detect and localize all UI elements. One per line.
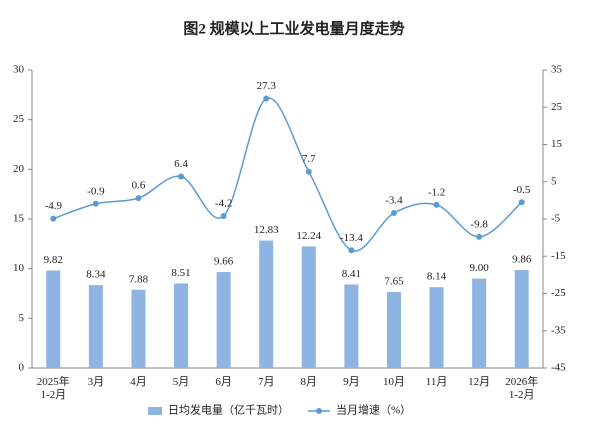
x-tick-label: 10月 <box>383 376 405 388</box>
x-tick-label: 2025年 1-2月 <box>37 374 70 401</box>
y2-tick-label: -5 <box>551 213 561 225</box>
bar-value-label: 7.88 <box>129 273 149 285</box>
legend-swatch <box>316 408 322 414</box>
legend-swatch <box>148 407 162 415</box>
x-tick-label: 2026年 1-2月 <box>505 374 538 401</box>
bar <box>46 270 61 368</box>
line <box>53 97 523 252</box>
bar <box>386 292 401 368</box>
x-tick-label: 8月 <box>301 376 318 388</box>
line-value-label: -13.4 <box>340 232 363 244</box>
line-point <box>348 247 355 254</box>
legend-label: 日均发电量（亿千瓦时） <box>168 403 289 417</box>
y2-tick-label: 25 <box>551 101 563 113</box>
bar-value-label: 8.14 <box>427 271 447 283</box>
bar <box>88 285 103 368</box>
line-value-label: -3.4 <box>385 195 403 207</box>
bar <box>174 283 189 368</box>
x-tick-label: 6月 <box>215 376 232 388</box>
line-point <box>135 195 142 202</box>
line-value-label: -4.9 <box>45 200 63 212</box>
x-tick-label: 5月 <box>173 376 190 388</box>
bar <box>472 278 487 368</box>
y-tick-label: 10 <box>13 262 25 274</box>
y-tick-label: 30 <box>13 64 25 76</box>
bar-value-label: 9.00 <box>470 262 490 274</box>
y2-tick-label: -15 <box>551 250 566 262</box>
bar-value-label: 8.41 <box>342 268 361 280</box>
bar-value-label: 8.34 <box>86 269 106 281</box>
line-value-label: -0.5 <box>513 184 531 196</box>
line-point <box>178 173 185 180</box>
line-point <box>518 199 525 206</box>
x-tick-label: 7月 <box>258 376 275 388</box>
y2-tick-label: 5 <box>551 175 557 187</box>
y-tick-label: 25 <box>13 113 25 125</box>
chart-title: 图2 规模以上工业发电量月度走势 <box>183 19 404 37</box>
line-point <box>476 233 483 240</box>
bar <box>131 289 146 368</box>
line-value-label: -9.8 <box>470 218 488 230</box>
y2-tick-label: -45 <box>551 362 566 374</box>
x-tick-label: 11月 <box>426 376 448 388</box>
bar <box>259 240 274 368</box>
y-tick-label: 20 <box>13 163 25 175</box>
bar-value-label: 8.51 <box>171 267 190 279</box>
line-value-label: -4.2 <box>215 198 232 210</box>
y2-tick-label: -35 <box>551 324 566 336</box>
line-value-label: -0.9 <box>87 185 105 197</box>
line-point <box>263 95 270 102</box>
legend-label: 当月增速（%） <box>336 403 411 417</box>
bar <box>514 270 529 368</box>
line-value-label: 0.6 <box>132 180 146 192</box>
line-point <box>433 201 440 208</box>
bar-value-label: 7.65 <box>384 276 404 288</box>
x-tick-label: 3月 <box>88 376 105 388</box>
line-point <box>390 210 397 217</box>
y2-tick-label: -25 <box>551 287 566 299</box>
bar <box>344 284 359 368</box>
line-point <box>92 200 99 207</box>
bar-value-label: 12.24 <box>296 230 321 242</box>
bar-value-label: 9.86 <box>512 254 532 266</box>
bar-value-label: 12.83 <box>254 224 279 236</box>
x-tick-label: 4月 <box>130 376 147 388</box>
bar-value-label: 9.82 <box>44 254 63 266</box>
y2-tick-label: 15 <box>551 138 563 150</box>
y-tick-label: 5 <box>19 312 25 324</box>
bar-value-label: 9.66 <box>214 256 234 268</box>
line-value-label: -1.2 <box>428 186 445 198</box>
line-value-label: 27.3 <box>257 80 277 92</box>
line-value-label: 7.7 <box>302 153 316 165</box>
bar <box>429 287 444 368</box>
x-tick-label: 12月 <box>468 376 490 388</box>
y-tick-label: 15 <box>13 213 25 225</box>
line-point <box>305 168 312 175</box>
bar <box>216 272 231 368</box>
line-point <box>50 215 57 222</box>
bar <box>301 246 316 368</box>
x-tick-label: 9月 <box>343 376 360 388</box>
y-tick-label: 0 <box>19 362 25 374</box>
line-point <box>220 213 227 220</box>
y2-tick-label: 35 <box>551 64 563 76</box>
line-value-label: 6.4 <box>174 158 188 170</box>
